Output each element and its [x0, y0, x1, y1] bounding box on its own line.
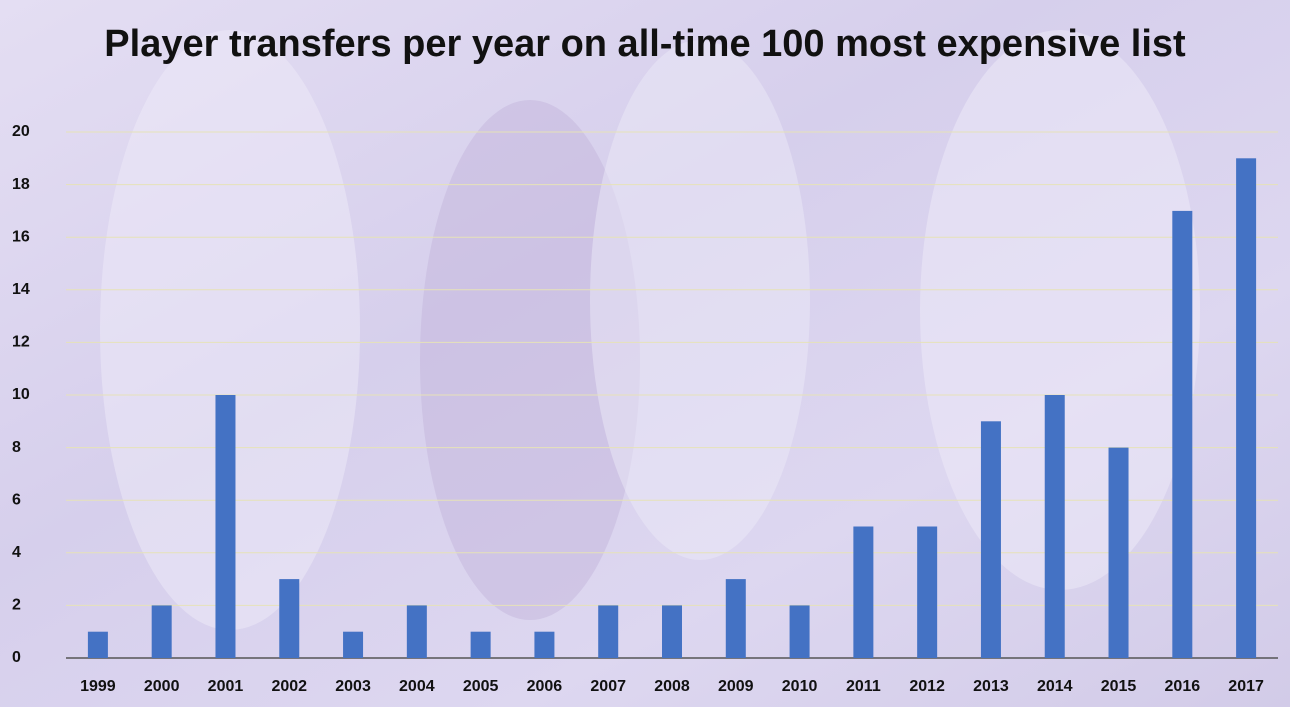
y-tick-label: 4	[12, 544, 21, 561]
bar	[470, 631, 491, 658]
y-tick-label: 6	[12, 491, 21, 508]
y-tick-label: 10	[12, 386, 30, 403]
x-tick-label: 2012	[909, 678, 945, 695]
bar	[343, 631, 364, 658]
y-tick-label: 20	[12, 123, 30, 140]
x-tick-label: 2011	[846, 678, 881, 695]
background-shape	[100, 30, 360, 630]
y-tick-label: 0	[12, 649, 21, 666]
bar	[917, 526, 938, 658]
y-tick-label: 18	[12, 176, 30, 193]
x-tick-label: 2005	[463, 678, 499, 695]
background-shape	[590, 40, 810, 560]
x-tick-label: 2007	[590, 678, 626, 695]
y-tick-label: 14	[12, 281, 30, 298]
x-tick-label: 2010	[782, 678, 818, 695]
x-tick-label: 2009	[718, 678, 754, 695]
bar	[853, 526, 874, 658]
bar	[151, 605, 172, 658]
bar	[1236, 158, 1257, 659]
x-tick-label: 1999	[80, 678, 116, 695]
y-tick-label: 8	[12, 439, 21, 456]
x-tick-label: 2006	[527, 678, 563, 695]
bar	[406, 605, 427, 658]
x-tick-label: 2008	[654, 678, 690, 695]
x-tick-label: 2014	[1037, 678, 1073, 695]
bar	[87, 631, 108, 658]
bar	[980, 421, 1001, 658]
x-tick-label: 2001	[208, 678, 244, 695]
bar	[662, 605, 682, 658]
bar	[1044, 395, 1065, 658]
bar	[725, 579, 746, 658]
bar	[279, 579, 300, 658]
bar	[534, 631, 555, 658]
bar	[789, 605, 810, 658]
bar	[215, 395, 236, 658]
y-tick-label: 12	[12, 334, 30, 351]
chart-title: Player transfers per year on all-time 10…	[104, 23, 1186, 65]
x-tick-label: 2002	[271, 678, 307, 695]
x-tick-label: 2013	[973, 678, 1009, 695]
y-tick-label: 16	[12, 228, 30, 245]
bar	[1172, 210, 1193, 658]
x-tick-label: 2003	[335, 678, 371, 695]
x-tick-label: 2004	[399, 678, 435, 695]
x-tick-label: 2000	[144, 678, 180, 695]
x-tick-label: 2015	[1101, 678, 1137, 695]
y-tick-label: 2	[12, 597, 21, 614]
bar	[598, 605, 619, 658]
background-shape	[420, 100, 640, 620]
x-tick-label: 2016	[1165, 678, 1201, 695]
x-tick-label: 2017	[1228, 678, 1264, 695]
bar	[1108, 447, 1129, 658]
